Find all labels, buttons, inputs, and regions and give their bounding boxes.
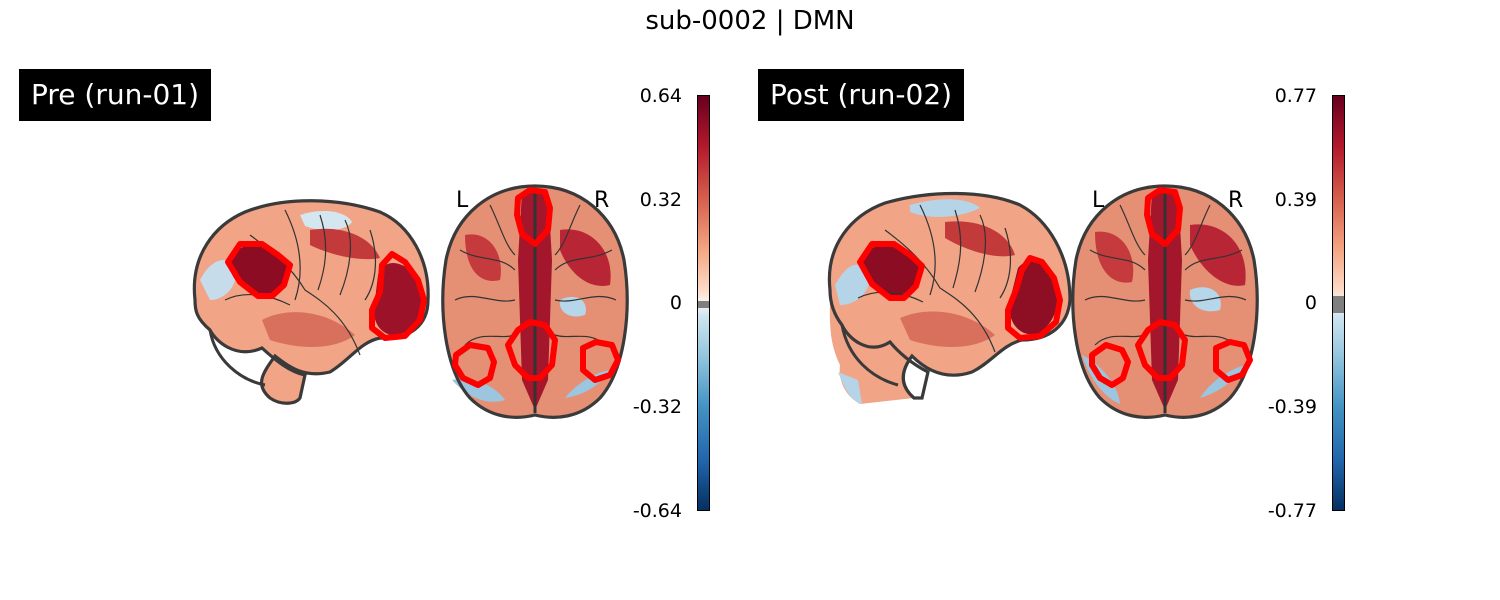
hemisphere-left-marker: L <box>456 188 469 213</box>
sagittal-view <box>827 191 1072 404</box>
axial-blue-patch-3 <box>559 296 586 317</box>
panel-pre: Pre (run-01) L R 0.64 0.32 0 -0.32 -0.64 <box>0 0 710 600</box>
colorbar <box>697 95 710 511</box>
colorbar-tick: -0.64 <box>632 500 682 522</box>
panel-label: Post (run-02) <box>758 69 965 121</box>
hemisphere-right-marker: R <box>594 188 610 213</box>
sagittal-sulci <box>857 204 1011 353</box>
hemisphere-right-marker: R <box>1228 188 1244 213</box>
panel-post: Post (run-02) L R 0.77 0.39 0 -0.39 -0.7… <box>740 0 1440 600</box>
colorbar-tick: -0.39 <box>1267 396 1317 418</box>
colorbar-tick: 0 <box>1304 292 1317 314</box>
panel-label: Pre (run-01) <box>19 69 211 121</box>
axial-roi-contours <box>452 187 621 388</box>
sagittal-lower-region <box>262 312 355 347</box>
axial-red-region-1 <box>1190 224 1246 286</box>
colorbar-threshold-band <box>698 301 709 308</box>
colorbar-tick: 0.77 <box>1274 85 1317 107</box>
axial-roi-contours <box>1089 187 1253 388</box>
sagittal-mid-region <box>945 221 1015 257</box>
sagittal-dark-region-2 <box>373 263 424 336</box>
sagittal-mid-region <box>310 228 380 260</box>
axial-blue-patch-1 <box>452 378 505 402</box>
sagittal-outline <box>192 199 430 405</box>
axial-blue-patch-2 <box>1200 365 1245 398</box>
sagittal-blue-patch-2 <box>910 199 980 217</box>
sagittal-blue-patch <box>200 260 236 300</box>
figure-title: sub-0002 | DMN <box>645 6 855 36</box>
sagittal-lower-region <box>900 311 995 347</box>
axial-red-region-2 <box>1095 231 1134 283</box>
axial-outline <box>1071 184 1259 419</box>
sagittal-blue-patch-3 <box>838 372 862 404</box>
brain-glass-views <box>192 184 629 419</box>
colorbar-tick: -0.32 <box>632 396 682 418</box>
axial-blue-patch-3 <box>1189 287 1221 312</box>
sagittal-outline <box>827 191 1072 400</box>
axial-outline <box>441 184 629 419</box>
colorbar-tick: 0.64 <box>639 85 682 107</box>
sagittal-roi-contours <box>225 241 427 341</box>
axial-view <box>1071 184 1259 419</box>
sagittal-blue-patch-2 <box>300 210 352 231</box>
brain-glass-views <box>827 184 1259 419</box>
sagittal-blue-patch <box>835 264 871 305</box>
colorbar <box>1332 95 1345 511</box>
sagittal-cerebellum-outline <box>840 324 899 387</box>
sagittal-cerebellum-outline <box>208 329 266 387</box>
colorbar-tick: -0.77 <box>1267 500 1317 522</box>
sagittal-roi-contours <box>857 241 1063 341</box>
axial-view <box>441 184 629 419</box>
hemisphere-left-marker: L <box>1092 188 1105 213</box>
colorbar-tick: 0 <box>669 292 682 314</box>
colorbar-tick: 0.39 <box>1274 189 1317 211</box>
sagittal-view <box>192 199 430 405</box>
colorbar-tick: 0.32 <box>639 189 682 211</box>
colorbar-threshold-band <box>1333 296 1344 313</box>
